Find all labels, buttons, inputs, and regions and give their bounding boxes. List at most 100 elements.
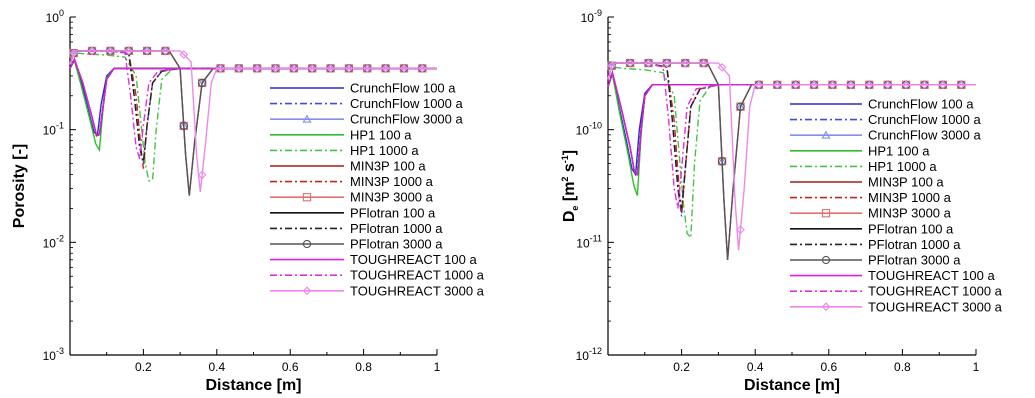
marker-diamond [216, 63, 225, 73]
marker-diamond [809, 80, 819, 90]
legend-entry: TOUGHREACT 100 a [790, 268, 995, 283]
marker-diamond [717, 62, 727, 72]
marker-diamond [920, 80, 929, 90]
legend-entry: HP1 1000 a [270, 143, 419, 158]
legend-label: TOUGHREACT 100 a [868, 268, 995, 283]
legend-label: CrunchFlow 3000 a [350, 112, 463, 127]
marker-diamond [87, 46, 97, 56]
marker-diamond [625, 58, 635, 68]
marker-diamond [399, 63, 409, 73]
marker-diamond [680, 58, 690, 68]
marker-circle [302, 239, 312, 249]
marker-square [302, 193, 312, 202]
legend-label: CrunchFlow 100 a [868, 97, 974, 112]
legend-entry: MIN3P 3000 a [270, 190, 434, 205]
legend-label: TOUGHREACT 3000 a [868, 299, 1003, 314]
legend-label: TOUGHREACT 100 a [350, 252, 477, 267]
x-tick-label: 1 [973, 360, 980, 374]
x-tick-label: 0.6 [282, 360, 299, 374]
legend-label: HP1 1000 a [868, 159, 937, 174]
legend-entry: MIN3P 100 a [790, 175, 944, 190]
series-hp1-1000-a [69, 52, 437, 182]
x-tick-label: 0.2 [673, 360, 690, 374]
marker-diamond [344, 63, 354, 73]
legend-label: CrunchFlow 1000 a [350, 96, 463, 111]
marker-diamond [644, 58, 653, 68]
marker-diamond [124, 46, 134, 56]
legend-label: MIN3P 100 a [868, 175, 944, 190]
marker-diamond [699, 58, 709, 68]
legend-entry: PFlotran 1000 a [790, 237, 961, 252]
legend-entry: CrunchFlow 100 a [270, 81, 456, 96]
legend-entry: PFlotran 3000 a [270, 237, 443, 252]
legend-label: HP1 100 a [350, 127, 412, 142]
legend-label: MIN3P 1000 a [350, 174, 434, 189]
legend-entry: TOUGHREACT 100 a [270, 252, 477, 267]
marker-diamond [105, 46, 115, 56]
marker-diamond [161, 46, 170, 56]
series-line [69, 50, 437, 162]
marker-circle [821, 255, 831, 265]
legend-label: CrunchFlow 3000 a [868, 128, 981, 143]
legend-label: MIN3P 3000 a [350, 190, 434, 205]
marker-diamond [791, 80, 801, 90]
x-tick-label: 0.2 [135, 360, 152, 374]
series-hp1-1000-a [607, 66, 976, 240]
marker-diamond [662, 58, 672, 68]
legend-entry: TOUGHREACT 3000 a [790, 299, 1003, 314]
marker-diamond [307, 63, 317, 73]
legend-entry: CrunchFlow 100 a [790, 97, 974, 112]
legend-entry: CrunchFlow 1000 a [270, 96, 463, 111]
legend-label: HP1 100 a [868, 143, 930, 158]
x-tick-label: 0.8 [355, 360, 372, 374]
y-tick-label: 10-9 [581, 8, 602, 25]
marker-diamond [381, 63, 390, 73]
legend-label: PFlotran 100 a [350, 205, 436, 220]
y-tick-label: 10-11 [576, 233, 602, 250]
marker-diamond [607, 61, 617, 71]
legend-label: HP1 1000 a [350, 143, 419, 158]
diffusivity-chart: 10-9 10-10 10-11 10-12 0.2 0.4 0.6 0.8 1 Distance… [560, 8, 1003, 394]
legend-entry: PFlotran 3000 a [790, 253, 961, 268]
marker-diamond [197, 170, 207, 180]
y-axis-title: Porosity [-] [11, 144, 28, 228]
marker-diamond [252, 63, 262, 73]
marker-diamond [901, 80, 911, 90]
series-pflotran-1000-a [69, 50, 437, 162]
series-toughreact-3000-a [607, 58, 976, 251]
series-line [607, 62, 976, 251]
series-line [69, 57, 437, 136]
series-line [69, 52, 437, 182]
marker-diamond [828, 80, 837, 90]
y-tick-label: 10-1 [43, 121, 64, 138]
y-tick-label: 100 [46, 8, 64, 25]
legend-entry: MIN3P 1000 a [270, 174, 434, 189]
series-toughreact-1000-a [607, 62, 976, 209]
legend-label: MIN3P 1000 a [868, 190, 952, 205]
marker-diamond [736, 225, 745, 235]
legend-entry: TOUGHREACT 3000 a [270, 283, 485, 298]
series-line [69, 50, 437, 193]
y-tick-label: 10-10 [576, 121, 602, 138]
legend-entry: CrunchFlow 3000 a [270, 112, 463, 127]
marker-circle [179, 121, 188, 131]
marker-diamond [883, 80, 893, 90]
legend-entry: CrunchFlow 3000 a [790, 128, 981, 143]
marker-triangle [302, 114, 312, 123]
legend-entry: TOUGHREACT 1000 a [270, 268, 485, 283]
marker-diamond [326, 63, 335, 73]
marker-diamond [69, 48, 79, 58]
y-axis-title: De [m2 s-1] [560, 150, 580, 222]
marker-diamond [417, 63, 427, 73]
marker-square [821, 209, 831, 218]
marker-circle [197, 78, 207, 88]
x-axis-title: Distance [m] [744, 377, 840, 394]
legend-entry: PFlotran 100 a [790, 221, 954, 236]
legend-label: TOUGHREACT 1000 a [350, 268, 485, 283]
legend-label: PFlotran 3000 a [350, 237, 443, 252]
legend-entry: MIN3P 100 a [270, 159, 426, 174]
x-tick-label: 0.6 [820, 360, 837, 374]
legend-label: PFlotran 100 a [868, 221, 954, 236]
marker-diamond [846, 80, 856, 90]
